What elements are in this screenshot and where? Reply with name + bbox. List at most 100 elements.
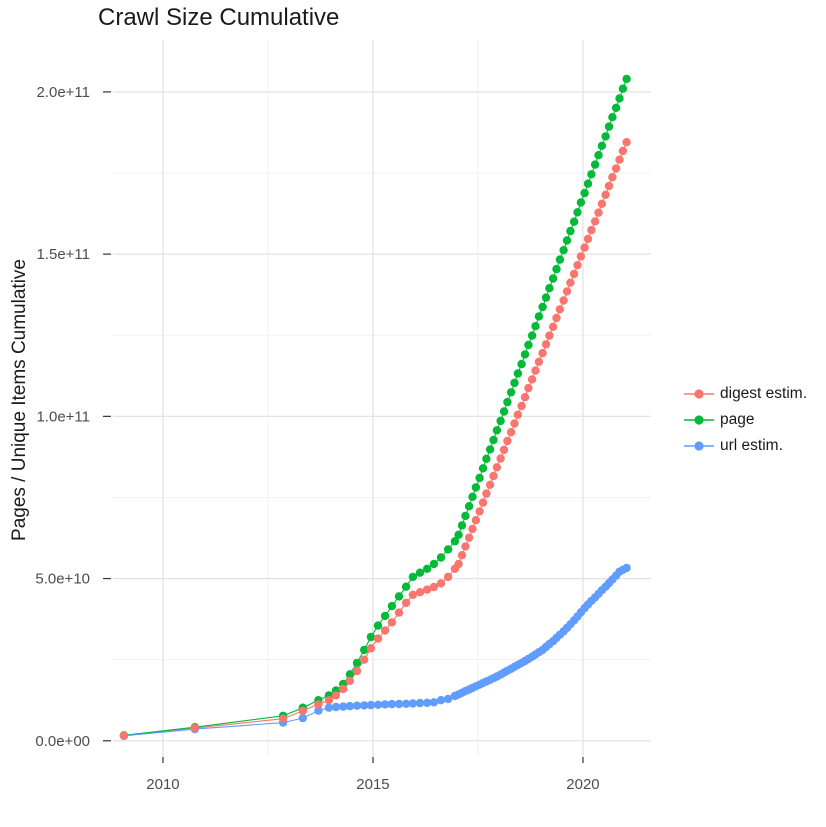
data-point: [587, 225, 596, 235]
y-tick-label: 0.0e+00: [35, 733, 90, 750]
data-point: [531, 366, 540, 375]
data-point: [506, 428, 516, 437]
data-point: [499, 445, 509, 454]
legend-key-icon: [684, 389, 714, 399]
data-point: [517, 359, 526, 369]
data-point: [454, 559, 463, 569]
data-point: [345, 670, 355, 679]
data-point: [394, 699, 404, 709]
data-point: [339, 702, 348, 711]
data-point: [618, 146, 628, 156]
data-point: [597, 199, 607, 208]
data-point: [454, 530, 463, 539]
data-point: [380, 626, 390, 635]
data-point: [534, 312, 544, 321]
data-point: [314, 700, 323, 709]
data-point: [450, 537, 460, 546]
data-point: [611, 164, 621, 173]
data-point: [380, 611, 390, 621]
data-point: [548, 322, 558, 331]
y-axis-title: Pages / Unique Items Cumulative: [9, 259, 30, 541]
data-point: [594, 208, 603, 217]
data-point: [464, 502, 474, 511]
data-point: [492, 426, 502, 435]
series-line-url-estim: [123, 567, 627, 737]
x-tick-label: 2020: [566, 776, 599, 793]
data-point: [583, 234, 593, 244]
data-point: [569, 269, 579, 279]
y-tick-label: 2.0e+11: [36, 84, 90, 101]
data-point: [478, 498, 488, 507]
data-point: [590, 160, 600, 169]
data-point: [492, 463, 502, 472]
data-point: [324, 696, 334, 705]
legend: digest estim. page url estim.: [682, 385, 807, 463]
data-point: [576, 252, 586, 261]
data-point: [366, 644, 376, 653]
data-point: [422, 564, 432, 573]
data-point: [538, 348, 547, 358]
data-point: [443, 545, 453, 554]
data-point: [436, 696, 446, 705]
data-point: [527, 375, 537, 384]
data-point: [345, 701, 355, 711]
legend-item-digest-estim: digest estim.: [682, 385, 807, 403]
data-point: [499, 407, 509, 416]
data-point: [352, 658, 362, 668]
data-point: [604, 181, 614, 191]
data-point: [366, 700, 376, 710]
legend-item-page: page: [682, 411, 807, 429]
data-point: [510, 378, 519, 388]
data-point: [119, 731, 129, 740]
data-point: [408, 572, 418, 582]
data-point: [401, 598, 411, 608]
data-point: [457, 551, 467, 560]
data-point: [503, 397, 512, 407]
data-point: [601, 132, 610, 141]
data-point: [422, 585, 432, 594]
y-tick-label: 5.0e+10: [35, 571, 90, 588]
data-point: [457, 521, 467, 530]
data-point: [468, 524, 477, 534]
data-point: [468, 492, 477, 501]
data-point: [583, 179, 593, 188]
data-point: [548, 274, 558, 283]
data-point: [464, 533, 474, 542]
data-point: [552, 313, 561, 323]
series-points-digest-estim: [119, 138, 631, 740]
data-point: [545, 284, 554, 293]
data-point: [461, 511, 470, 521]
data-point: [298, 713, 307, 723]
data-point: [461, 542, 470, 551]
legend-label: page: [720, 411, 755, 428]
data-point: [366, 632, 376, 642]
data-point: [594, 151, 603, 160]
series-points-url-estim: [119, 563, 631, 741]
data-point: [601, 190, 610, 199]
data-point: [520, 393, 530, 402]
data-point: [489, 471, 498, 481]
data-point: [373, 700, 383, 709]
gridlines-minor: [113, 40, 651, 757]
data-point: [422, 698, 432, 707]
data-point: [559, 296, 568, 305]
data-point: [482, 489, 491, 498]
data-point: [415, 698, 425, 708]
data-point: [513, 369, 523, 378]
data-point: [352, 666, 362, 676]
data-point: [538, 302, 547, 312]
data-point: [373, 634, 383, 643]
data-point: [352, 701, 362, 710]
data-point: [615, 155, 624, 164]
data-point: [562, 236, 572, 245]
data-point: [615, 94, 624, 103]
data-point: [436, 579, 446, 588]
axes: 2010 2015 2020 0.0e+00 5.0e+10 1.0e+11 1.5e+11…: [35, 84, 599, 793]
y-tick-label: 1.0e+11: [36, 408, 90, 425]
data-point: [471, 483, 481, 492]
data-point: [394, 608, 404, 617]
data-point: [429, 698, 439, 707]
data-point: [475, 473, 484, 483]
chart-title: Crawl Size Cumulative: [98, 4, 340, 31]
data-point: [436, 553, 446, 562]
